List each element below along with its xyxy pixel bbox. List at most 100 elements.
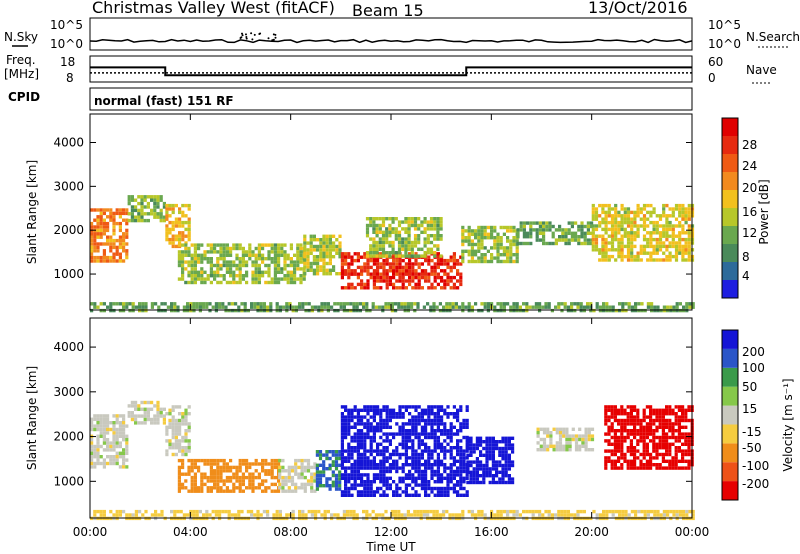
heatmap-cell [627,302,631,306]
heatmap-cell [256,513,260,517]
heatmap-cell [643,509,647,514]
heatmap-cell [257,250,261,254]
heatmap-cell [574,221,578,225]
heatmap-cell [378,244,382,248]
heatmap-cell [661,422,665,426]
heatmap-cell [538,305,542,309]
heatmap-cell [299,246,303,251]
heatmap-cell [130,417,134,422]
heatmap-cell [229,458,233,463]
heatmap-cell [241,482,245,487]
heatmap-cell [633,459,637,463]
heatmap-cell [286,253,290,257]
heatmap-cell [555,441,559,445]
heatmap-cell [303,458,307,463]
heatmap-cell [382,459,386,463]
heatmap-cell [340,412,344,416]
heatmap-cell [281,489,285,493]
heatmap-cell [93,259,97,263]
heatmap-cell [636,224,640,228]
heatmap-cell [163,302,167,306]
heatmap-cell [512,236,516,240]
heatmap-cell [655,220,659,225]
heatmap-cell [99,513,103,517]
heatmap-cell [209,267,213,271]
heatmap-cell [499,246,503,250]
heatmap-cell [427,258,431,263]
heatmap-cell [645,459,649,463]
heatmap-cell [257,280,261,285]
heatmap-cell [634,513,638,517]
heatmap-cell [273,270,277,274]
heatmap-cell [475,474,479,478]
heatmap-cell [652,248,656,252]
heatmap-cell [652,258,656,262]
heatmap-cell [388,456,392,460]
heatmap-cell [197,486,201,490]
heatmap-cell [342,308,346,313]
heatmap-cell [200,257,204,261]
heatmap-cell [401,425,405,429]
heatmap-cell [414,476,418,480]
heatmap-cell [187,260,191,264]
heatmap-cell [604,241,608,245]
heatmap-cell [318,463,323,467]
heatmap-cell [642,251,647,255]
heatmap-cell [385,446,389,450]
heatmap-cell [491,436,495,440]
heatmap-cell [229,465,233,470]
heatmap-cell [461,242,465,247]
heatmap-cell [96,434,100,438]
heatmap-cell [546,448,550,452]
heatmap-cell [331,450,335,454]
heatmap-cell [379,449,383,453]
heatmap-cell [674,251,679,255]
heatmap-cell [251,489,255,493]
heatmap-cell [586,302,590,306]
heatmap-cell [429,247,434,251]
heatmap-cell [312,272,316,276]
heatmap-cell [491,450,495,454]
heatmap-cell [356,493,360,497]
heatmap-cell [461,256,465,260]
heatmap-cell [408,282,412,287]
heatmap-cell [545,228,549,232]
nsky-tick-low: 10^0 [50,37,83,51]
heatmap-cell [395,452,399,457]
heatmap-cell [426,240,430,245]
heatmap-cell [461,253,465,257]
heatmap-cell [427,486,431,491]
heatmap-cell [623,435,627,440]
heatmap-cell [221,509,225,514]
heatmap-cell [293,263,297,268]
heatmap-cell [372,223,376,228]
heatmap-cell [452,476,456,480]
heatmap-cell [621,302,625,306]
heatmap-cell [376,422,380,426]
heatmap-cell [414,405,418,409]
heatmap-cell [449,480,453,484]
heatmap-cell [156,414,160,418]
heatmap-cell [254,270,258,274]
heatmap-cell [424,490,428,494]
heatmap-cell [278,486,282,490]
heatmap-cell [235,479,239,483]
heatmap-cell [300,472,304,476]
heatmap-cell [645,446,649,450]
heatmap-cell [652,244,656,249]
heatmap-cell [289,277,293,281]
heatmap-cell [379,422,383,426]
heatmap-cell [181,210,185,215]
heatmap-cell [629,446,633,450]
heatmap-cell [153,404,157,408]
heatmap-cell [684,439,688,443]
heatmap-cell [614,214,618,218]
heatmap-cell [340,463,344,467]
heatmap-cell [159,414,163,418]
heatmap-cell [281,486,285,490]
heatmap-cell [642,220,647,225]
heatmap-cell [420,418,424,423]
heatmap-cell [452,432,456,436]
heatmap-cell [143,411,147,415]
heatmap-cell [414,469,418,474]
